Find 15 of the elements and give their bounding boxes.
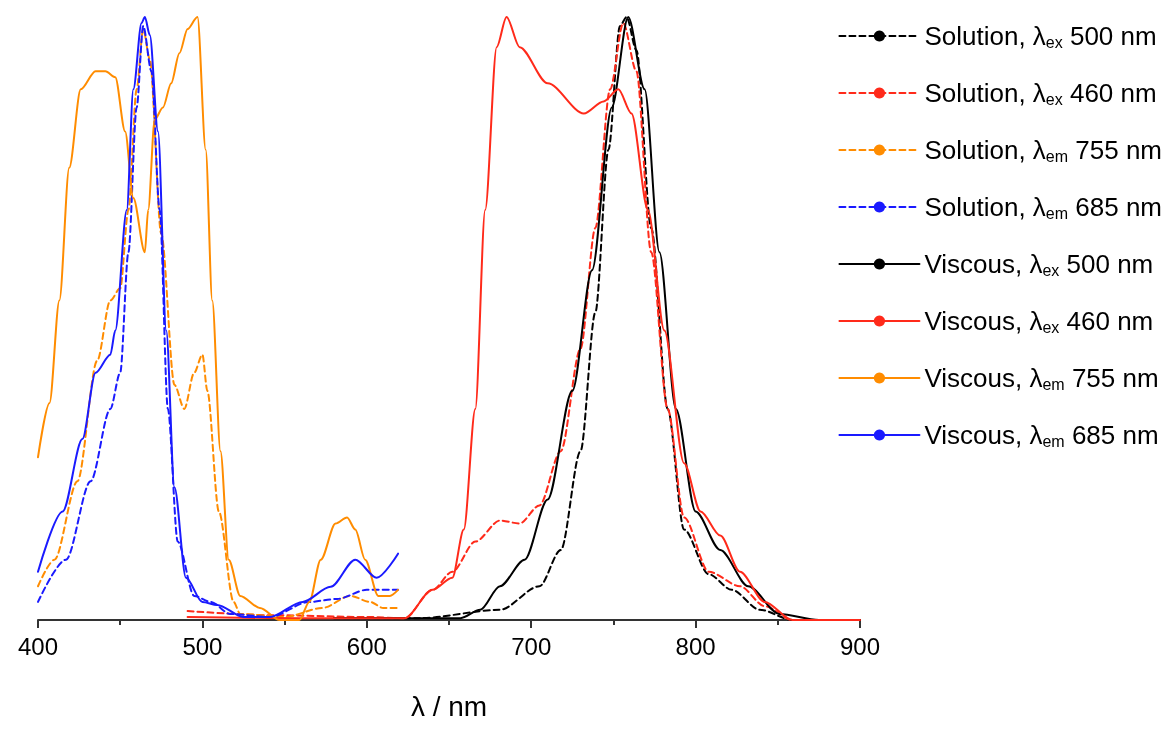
x-tick-label: 600: [346, 632, 387, 660]
x-tick-label: 700: [511, 632, 552, 660]
legend-label: Viscous, λem 755 nm: [924, 363, 1159, 393]
legend-label: Solution, λem 755 nm: [924, 135, 1163, 165]
x-tick-label: 500: [182, 632, 223, 660]
x-tick-label: 800: [675, 632, 716, 660]
x-tick-label: 400: [17, 632, 59, 660]
legend-label: Viscous, λem 685 nm: [924, 420, 1159, 450]
legend-label: Viscous, λex 460 nm: [924, 306, 1154, 336]
x-tick-label: 900: [839, 632, 881, 660]
legend-label: Viscous, λex 500 nm: [924, 249, 1154, 279]
legend-label: Solution, λem 685 nm: [924, 192, 1163, 222]
x-axis-title: λ / nm: [410, 690, 488, 722]
legend-label: Solution, λex 500 nm: [924, 21, 1157, 51]
legend-label: Solution, λex 460 nm: [924, 78, 1157, 108]
